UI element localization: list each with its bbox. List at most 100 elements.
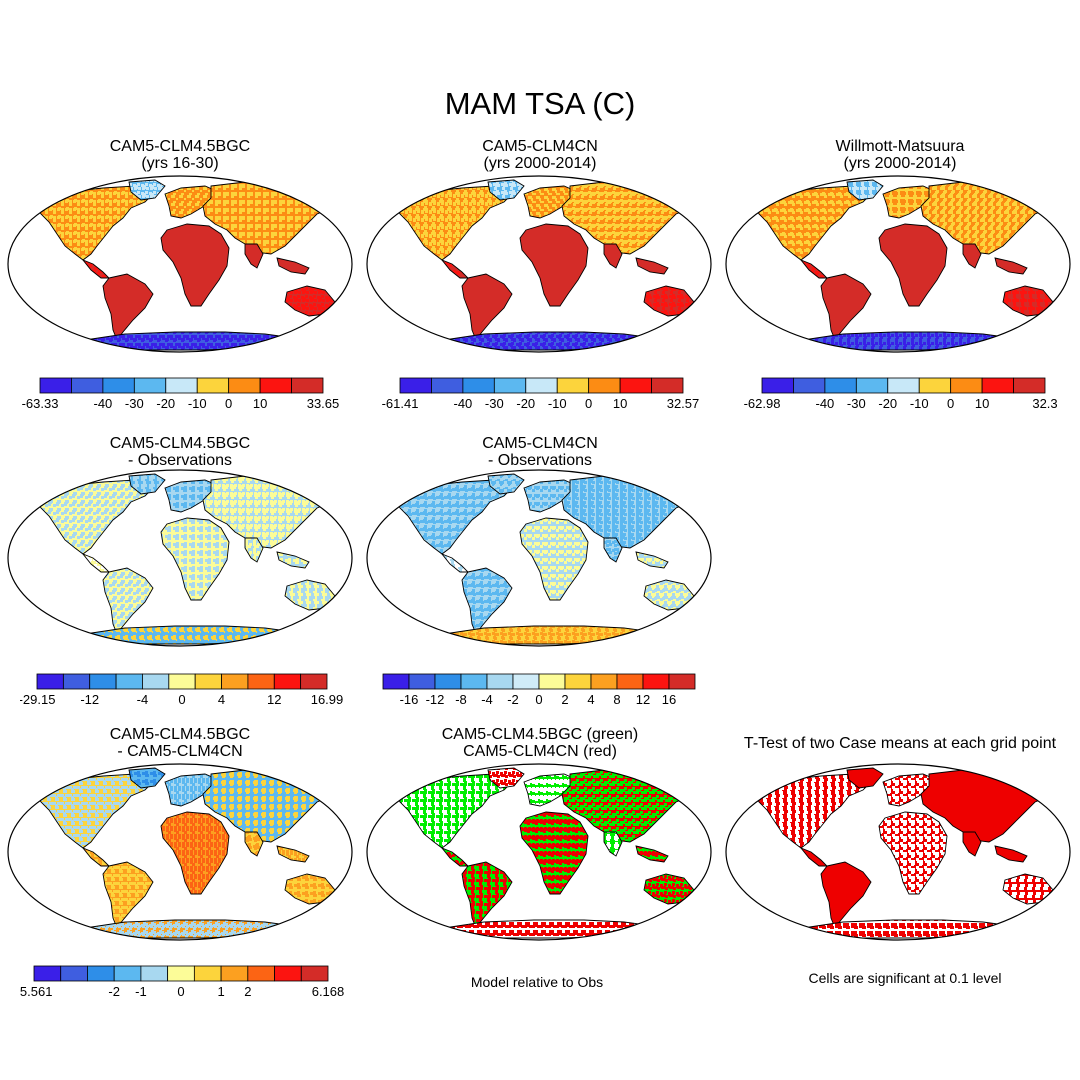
colorbar-swatch <box>793 377 826 394</box>
colorbar-swatch <box>33 965 62 982</box>
colorbar-tick-label: 2 <box>561 692 568 707</box>
colorbar-tick-label: -40 <box>815 396 834 411</box>
landmass-europe <box>882 185 938 219</box>
colorbar-swatch <box>142 673 170 690</box>
colorbar-swatch <box>642 673 670 690</box>
landmass-centralAmerica <box>81 846 111 867</box>
colorbar-swatch <box>133 377 167 394</box>
panel-title-line1: CAM5-CLM4.5BGC <box>109 726 251 743</box>
colorbar-swatch <box>512 673 540 690</box>
colorbar-swatch <box>221 673 249 690</box>
colorbar-swatch <box>460 673 488 690</box>
panel-title-p2: CAM5-CLM4CN (yrs 2000-2014) <box>440 138 640 172</box>
map-border <box>7 763 353 941</box>
landmass-africa <box>519 811 589 895</box>
panel-title-p1: CAM5-CLM4.5BGC (yrs 16-30) <box>80 138 280 172</box>
landmass-southAmerica <box>461 273 513 341</box>
landmass-southAmerica <box>102 567 154 635</box>
colorbar-swatch <box>36 673 64 690</box>
colorbar-swatch <box>616 673 644 690</box>
colorbar-tick-label: 1 <box>217 984 224 999</box>
colorbar-p5: -16 -12 -8 -4 -2 0 2 4 8 12 16 <box>382 673 696 707</box>
colorbar-swatch <box>564 673 592 690</box>
colorbar-tick-label: 10 <box>253 396 267 411</box>
landmass-seAsia <box>635 845 669 863</box>
colorbar-swatch <box>300 673 328 690</box>
panel-title-line1: CAM5-CLM4CN <box>482 435 598 452</box>
colorbar-swatch <box>408 673 436 690</box>
colorbar-tick-label: -5.561 <box>20 984 52 999</box>
colorbar-tick-label: 0 <box>178 692 185 707</box>
landmass-southAmerica <box>820 861 872 929</box>
map-panel-p2 <box>366 175 712 353</box>
colorbar-tick-label: -2 <box>108 984 120 999</box>
colorbar-swatch <box>300 965 329 982</box>
landmass-greenland <box>846 767 884 789</box>
landmass-antarctica <box>83 331 307 351</box>
colorbar-swatch <box>486 673 514 690</box>
colorbar-swatch <box>462 377 495 394</box>
colorbar-swatch <box>538 673 566 690</box>
colorbar-swatch <box>431 377 464 394</box>
colorbar-swatch <box>619 377 652 394</box>
landmass-india <box>244 537 264 563</box>
colorbar-tick-label: -30 <box>125 396 144 411</box>
colorbar-swatch <box>102 377 135 394</box>
colorbar-swatch <box>247 965 275 982</box>
colorbar-swatch <box>115 673 143 690</box>
landmass-centralAmerica <box>81 552 111 573</box>
colorbar-tick-label: 16.99 <box>311 692 344 707</box>
landmass-antarctica <box>801 331 1025 351</box>
colorbar-tick-label: 12 <box>267 692 281 707</box>
landmass-australia <box>643 285 695 317</box>
colorbar-tick-label: 16 <box>662 692 676 707</box>
colorbar-swatch <box>382 673 410 690</box>
colorbar-tick-label: 0 <box>225 396 232 411</box>
map-border <box>7 175 353 353</box>
model-relative-note: Model relative to Obs <box>470 974 604 990</box>
colorbar-swatch <box>196 377 230 394</box>
landmass-seAsia <box>276 845 310 863</box>
colorbar-swatch <box>556 377 590 394</box>
colorbar-swatch <box>291 377 324 394</box>
colorbar-swatch <box>165 377 198 394</box>
landmass-greenland <box>846 179 884 201</box>
colorbar-swatch <box>194 673 222 690</box>
landmass-seAsia <box>635 551 669 569</box>
colorbar-swatch <box>918 377 952 394</box>
colorbar-p6: -5.561 -2 -1 0 1 2 6.168 <box>20 965 345 999</box>
colorbar-p3: -62.98 -40 -30 -20 -10 0 10 32.3 <box>744 377 1058 411</box>
landmass-australia <box>284 285 336 317</box>
landmass-greenland <box>487 473 525 495</box>
landmass-southAmerica <box>461 861 513 929</box>
map-border <box>366 175 712 353</box>
colorbar-swatch <box>89 673 117 690</box>
colorbar-swatch <box>1013 377 1046 394</box>
colorbar-tick-label: -4 <box>137 692 149 707</box>
panel-title-p5: CAM5-CLM4CN - Observations <box>440 435 640 469</box>
landmass-centralAmerica <box>799 846 829 867</box>
colorbar-tick-label: -2 <box>507 692 519 707</box>
landmass-southAmerica <box>102 273 154 341</box>
landmass-greenland <box>128 473 166 495</box>
panel-title-line2: CAM5-CLM4CN (red) <box>463 743 617 760</box>
panel-title-line1: CAM5-CLM4.5BGC <box>109 138 251 155</box>
colorbar-tick-label: -40 <box>93 396 112 411</box>
landmass-centralAmerica <box>440 846 470 867</box>
landmass-centralAmerica <box>81 258 111 279</box>
colorbar-tick-label: -20 <box>156 396 175 411</box>
colorbar-p1: -63.33 -40 -30 -20 -10 0 10 33.65 <box>22 377 339 411</box>
colorbar-p2: -61.41 -40 -30 -20 -10 0 10 32.57 <box>382 377 699 411</box>
colorbar-swatch <box>493 377 527 394</box>
landmass-europe <box>164 773 220 807</box>
landmass-africa <box>878 811 948 895</box>
map-panel-p3 <box>725 175 1071 353</box>
colorbar-tick-label: 6.168 <box>312 984 345 999</box>
colorbar-tick-label: -20 <box>516 396 535 411</box>
landmass-antarctica <box>442 919 666 939</box>
landmass-africa <box>160 223 230 307</box>
map-border <box>366 469 712 647</box>
colorbar-tick-label: -61.41 <box>382 396 419 411</box>
panel-title-line2: - CAM5-CLM4CN <box>117 743 243 760</box>
landmass-southAmerica <box>102 861 154 929</box>
